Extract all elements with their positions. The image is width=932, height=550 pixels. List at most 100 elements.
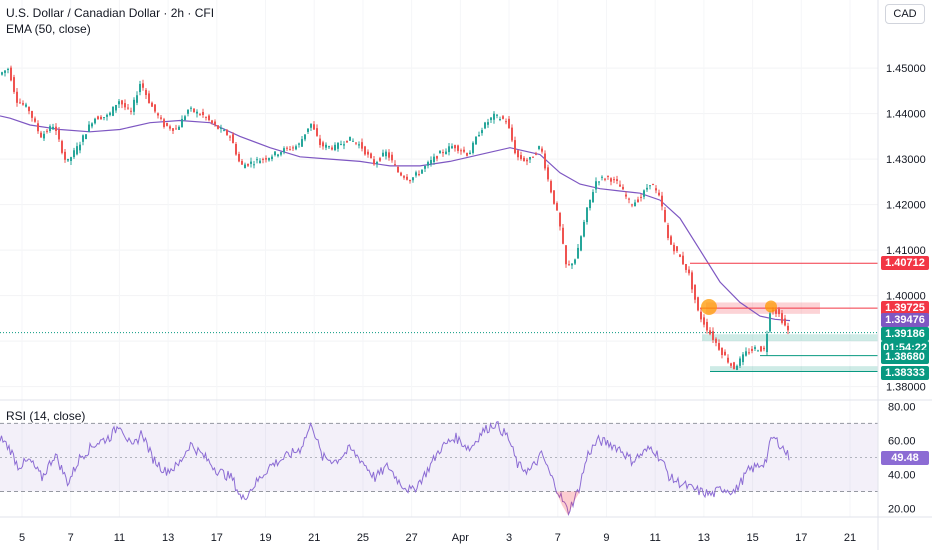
candle-body — [475, 136, 477, 145]
candle-body — [151, 102, 153, 107]
candle-body — [547, 167, 549, 180]
candle-body — [292, 147, 294, 149]
candle-body — [613, 179, 615, 181]
currency-button[interactable]: CAD — [885, 4, 925, 24]
candle-body — [337, 143, 339, 149]
candle-body — [124, 103, 126, 108]
candle-body — [403, 176, 405, 178]
candle-body — [67, 158, 69, 161]
time-tick-label: 3 — [506, 532, 512, 544]
candle-body — [634, 202, 636, 207]
candle-body — [313, 124, 315, 130]
candle-body — [733, 362, 735, 369]
candle-body — [193, 108, 195, 113]
candle-body — [493, 113, 495, 120]
rsi-tick-label: 40.00 — [888, 469, 916, 481]
candle-body — [679, 254, 681, 257]
candle-body — [664, 209, 666, 222]
candle-body — [763, 347, 765, 350]
candle-body — [40, 132, 42, 138]
candle-body — [706, 321, 708, 331]
candle-body — [715, 338, 717, 343]
candle-body — [433, 156, 435, 162]
candle-body — [364, 146, 366, 155]
candle-body — [346, 140, 348, 143]
rsi-label[interactable]: RSI (14, close) — [6, 409, 86, 423]
candle-body — [349, 136, 351, 141]
candle-body — [319, 138, 321, 145]
candle-body — [376, 161, 378, 164]
candle-body — [481, 130, 483, 134]
candle-body — [331, 147, 333, 150]
time-tick-label: 17 — [795, 532, 807, 544]
candle-body — [607, 175, 609, 177]
candle-body — [379, 158, 381, 161]
candle-body — [529, 157, 531, 160]
candle-body — [628, 198, 630, 200]
candle-body — [361, 142, 363, 149]
time-tick-label: 13 — [698, 532, 710, 544]
candle-body — [61, 141, 63, 153]
candle-body — [589, 199, 591, 209]
candle-body — [748, 352, 750, 354]
candle-body — [118, 101, 120, 105]
candle-body — [685, 263, 687, 270]
candle-body — [1, 72, 3, 75]
candle-body — [382, 152, 384, 157]
candle-body — [448, 146, 450, 153]
time-tick-label: 11 — [114, 532, 125, 544]
candle-body — [229, 136, 231, 138]
candle-body — [211, 120, 213, 123]
candle-body — [736, 365, 738, 370]
candle-body — [463, 149, 465, 152]
candle-body — [520, 155, 522, 160]
indicator-label[interactable]: EMA (50, close) — [6, 22, 91, 36]
rsi-panel — [0, 421, 878, 517]
candle-body — [622, 186, 624, 190]
candle-body — [208, 115, 210, 121]
candle-body — [421, 169, 423, 174]
candle-body — [175, 128, 177, 130]
candle-body — [148, 93, 150, 104]
grid — [0, 67, 878, 388]
candle-body — [373, 159, 375, 165]
resistance-2-label: 1.39725 — [881, 301, 929, 316]
candle-body — [661, 195, 663, 207]
candle-body — [751, 348, 753, 351]
candle-body — [34, 118, 36, 122]
time-tick-label: Apr — [452, 532, 469, 544]
candle-body — [268, 158, 270, 161]
candle-body — [328, 146, 330, 148]
candle-body — [544, 153, 546, 169]
candle-body — [595, 181, 597, 190]
candle-body — [142, 83, 144, 88]
candle-body — [295, 146, 297, 150]
candle-body — [517, 150, 519, 158]
candle-body — [298, 143, 300, 145]
candle-body — [358, 144, 360, 146]
candle-body — [172, 128, 174, 131]
candle-body — [742, 354, 744, 363]
candle-body — [757, 350, 759, 352]
candle-body — [394, 164, 396, 166]
candle-body — [724, 351, 726, 356]
candle-body — [109, 112, 111, 115]
ema-line — [0, 115, 791, 322]
candle-body — [163, 119, 165, 127]
candle-body — [709, 330, 711, 335]
candle-body — [580, 236, 582, 251]
candle-body — [562, 227, 564, 244]
candle-body — [190, 107, 192, 109]
candle-body — [610, 178, 612, 182]
candle-body — [700, 311, 702, 320]
candle-body — [250, 161, 252, 164]
candle-body — [97, 116, 99, 120]
swing-high-marker — [701, 299, 717, 315]
candle-body — [58, 130, 60, 140]
candle-body — [502, 116, 504, 119]
candle-body — [265, 158, 267, 160]
candle-body — [604, 178, 606, 180]
candle-body — [46, 130, 48, 132]
candle-body — [49, 126, 51, 132]
